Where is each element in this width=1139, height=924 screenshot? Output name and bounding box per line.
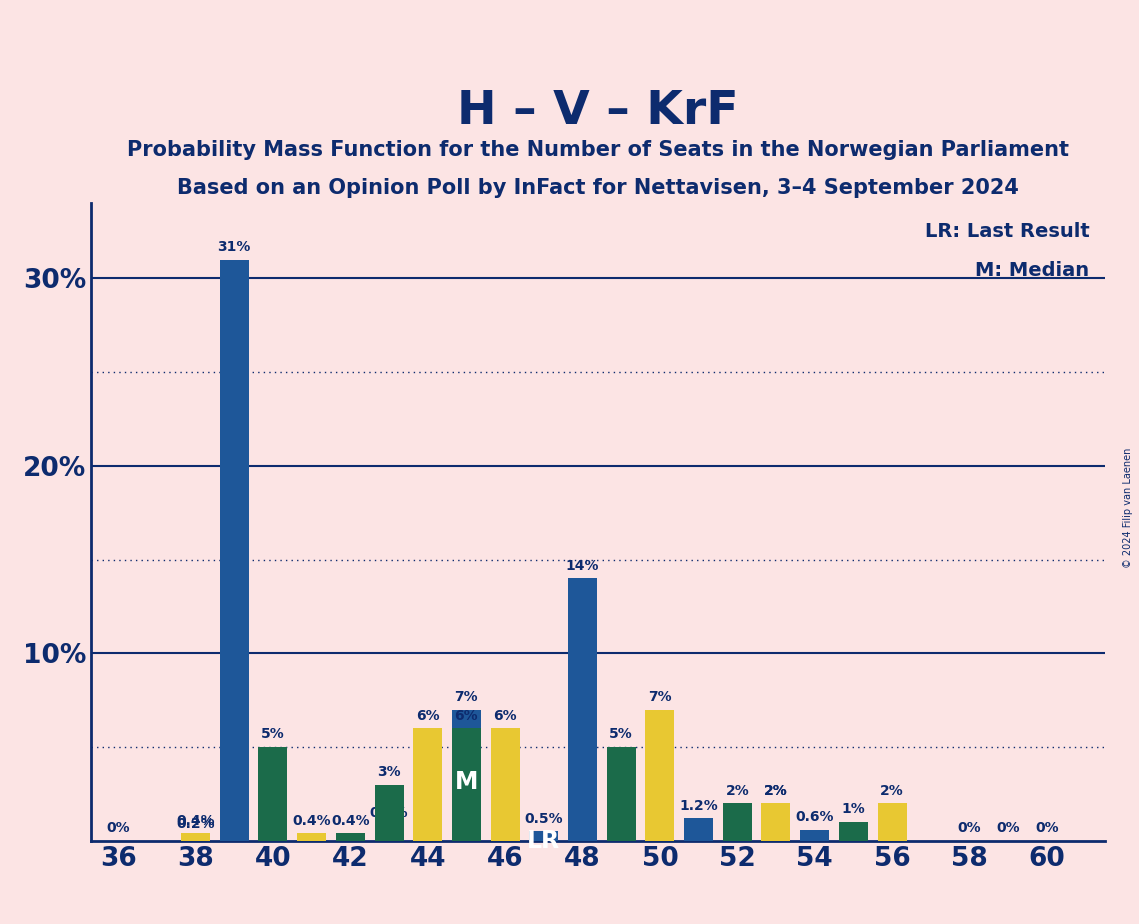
Bar [685, 819, 713, 841]
Text: 5%: 5% [261, 727, 285, 741]
Bar [530, 832, 558, 841]
Text: 6%: 6% [416, 709, 440, 723]
Text: 2%: 2% [764, 784, 788, 797]
Text: 0.4%: 0.4% [293, 814, 331, 828]
Bar [800, 830, 829, 841]
Text: 14%: 14% [566, 559, 599, 573]
Bar [646, 710, 674, 841]
Bar [220, 260, 248, 841]
Bar [452, 728, 481, 841]
Text: 0%: 0% [958, 821, 981, 835]
Text: 7%: 7% [648, 690, 672, 704]
Bar [762, 803, 790, 841]
Text: 0.5%: 0.5% [524, 812, 563, 826]
Text: 1%: 1% [842, 802, 866, 817]
Text: 3%: 3% [377, 765, 401, 779]
Text: 0.6%: 0.6% [795, 810, 834, 824]
Text: LR: LR [527, 829, 560, 853]
Bar [375, 826, 403, 841]
Text: 0.8%: 0.8% [370, 807, 409, 821]
Text: 5%: 5% [609, 727, 633, 741]
Text: 2%: 2% [726, 784, 749, 797]
Text: Probability Mass Function for the Number of Seats in the Norwegian Parliament: Probability Mass Function for the Number… [126, 140, 1070, 160]
Bar [762, 803, 790, 841]
Text: H – V – KrF: H – V – KrF [457, 89, 739, 134]
Text: LR: Last Result: LR: Last Result [925, 223, 1090, 241]
Bar [491, 748, 519, 841]
Bar [413, 728, 442, 841]
Bar [838, 822, 868, 841]
Text: 0%: 0% [997, 821, 1019, 835]
Bar [491, 728, 519, 841]
Text: 7%: 7% [454, 690, 478, 704]
Text: Based on an Opinion Poll by InFact for Nettavisen, 3–4 September 2024: Based on an Opinion Poll by InFact for N… [177, 177, 1019, 198]
Text: 2%: 2% [880, 784, 904, 797]
Bar [259, 748, 287, 841]
Bar [375, 784, 403, 841]
Text: 1.2%: 1.2% [679, 798, 718, 813]
Bar [336, 833, 364, 841]
Text: 5%: 5% [493, 727, 517, 741]
Text: M: M [454, 770, 478, 794]
Text: 6%: 6% [454, 709, 478, 723]
Text: 2%: 2% [764, 784, 788, 797]
Text: 0.4%: 0.4% [331, 814, 370, 828]
Bar [452, 710, 481, 841]
Text: 6%: 6% [493, 709, 517, 723]
Bar [181, 833, 210, 841]
Text: 0.4%: 0.4% [177, 814, 215, 828]
Text: © 2024 Filip van Laenen: © 2024 Filip van Laenen [1123, 448, 1133, 568]
Bar [723, 803, 752, 841]
Bar [181, 837, 210, 841]
Text: 0%: 0% [1035, 821, 1058, 835]
Bar [607, 748, 636, 841]
Text: 0.2%: 0.2% [177, 818, 215, 832]
Bar [877, 803, 907, 841]
Text: 0%: 0% [106, 821, 130, 835]
Text: 31%: 31% [218, 240, 251, 254]
Bar [568, 578, 597, 841]
Text: M: Median: M: Median [975, 261, 1090, 280]
Bar [297, 833, 326, 841]
